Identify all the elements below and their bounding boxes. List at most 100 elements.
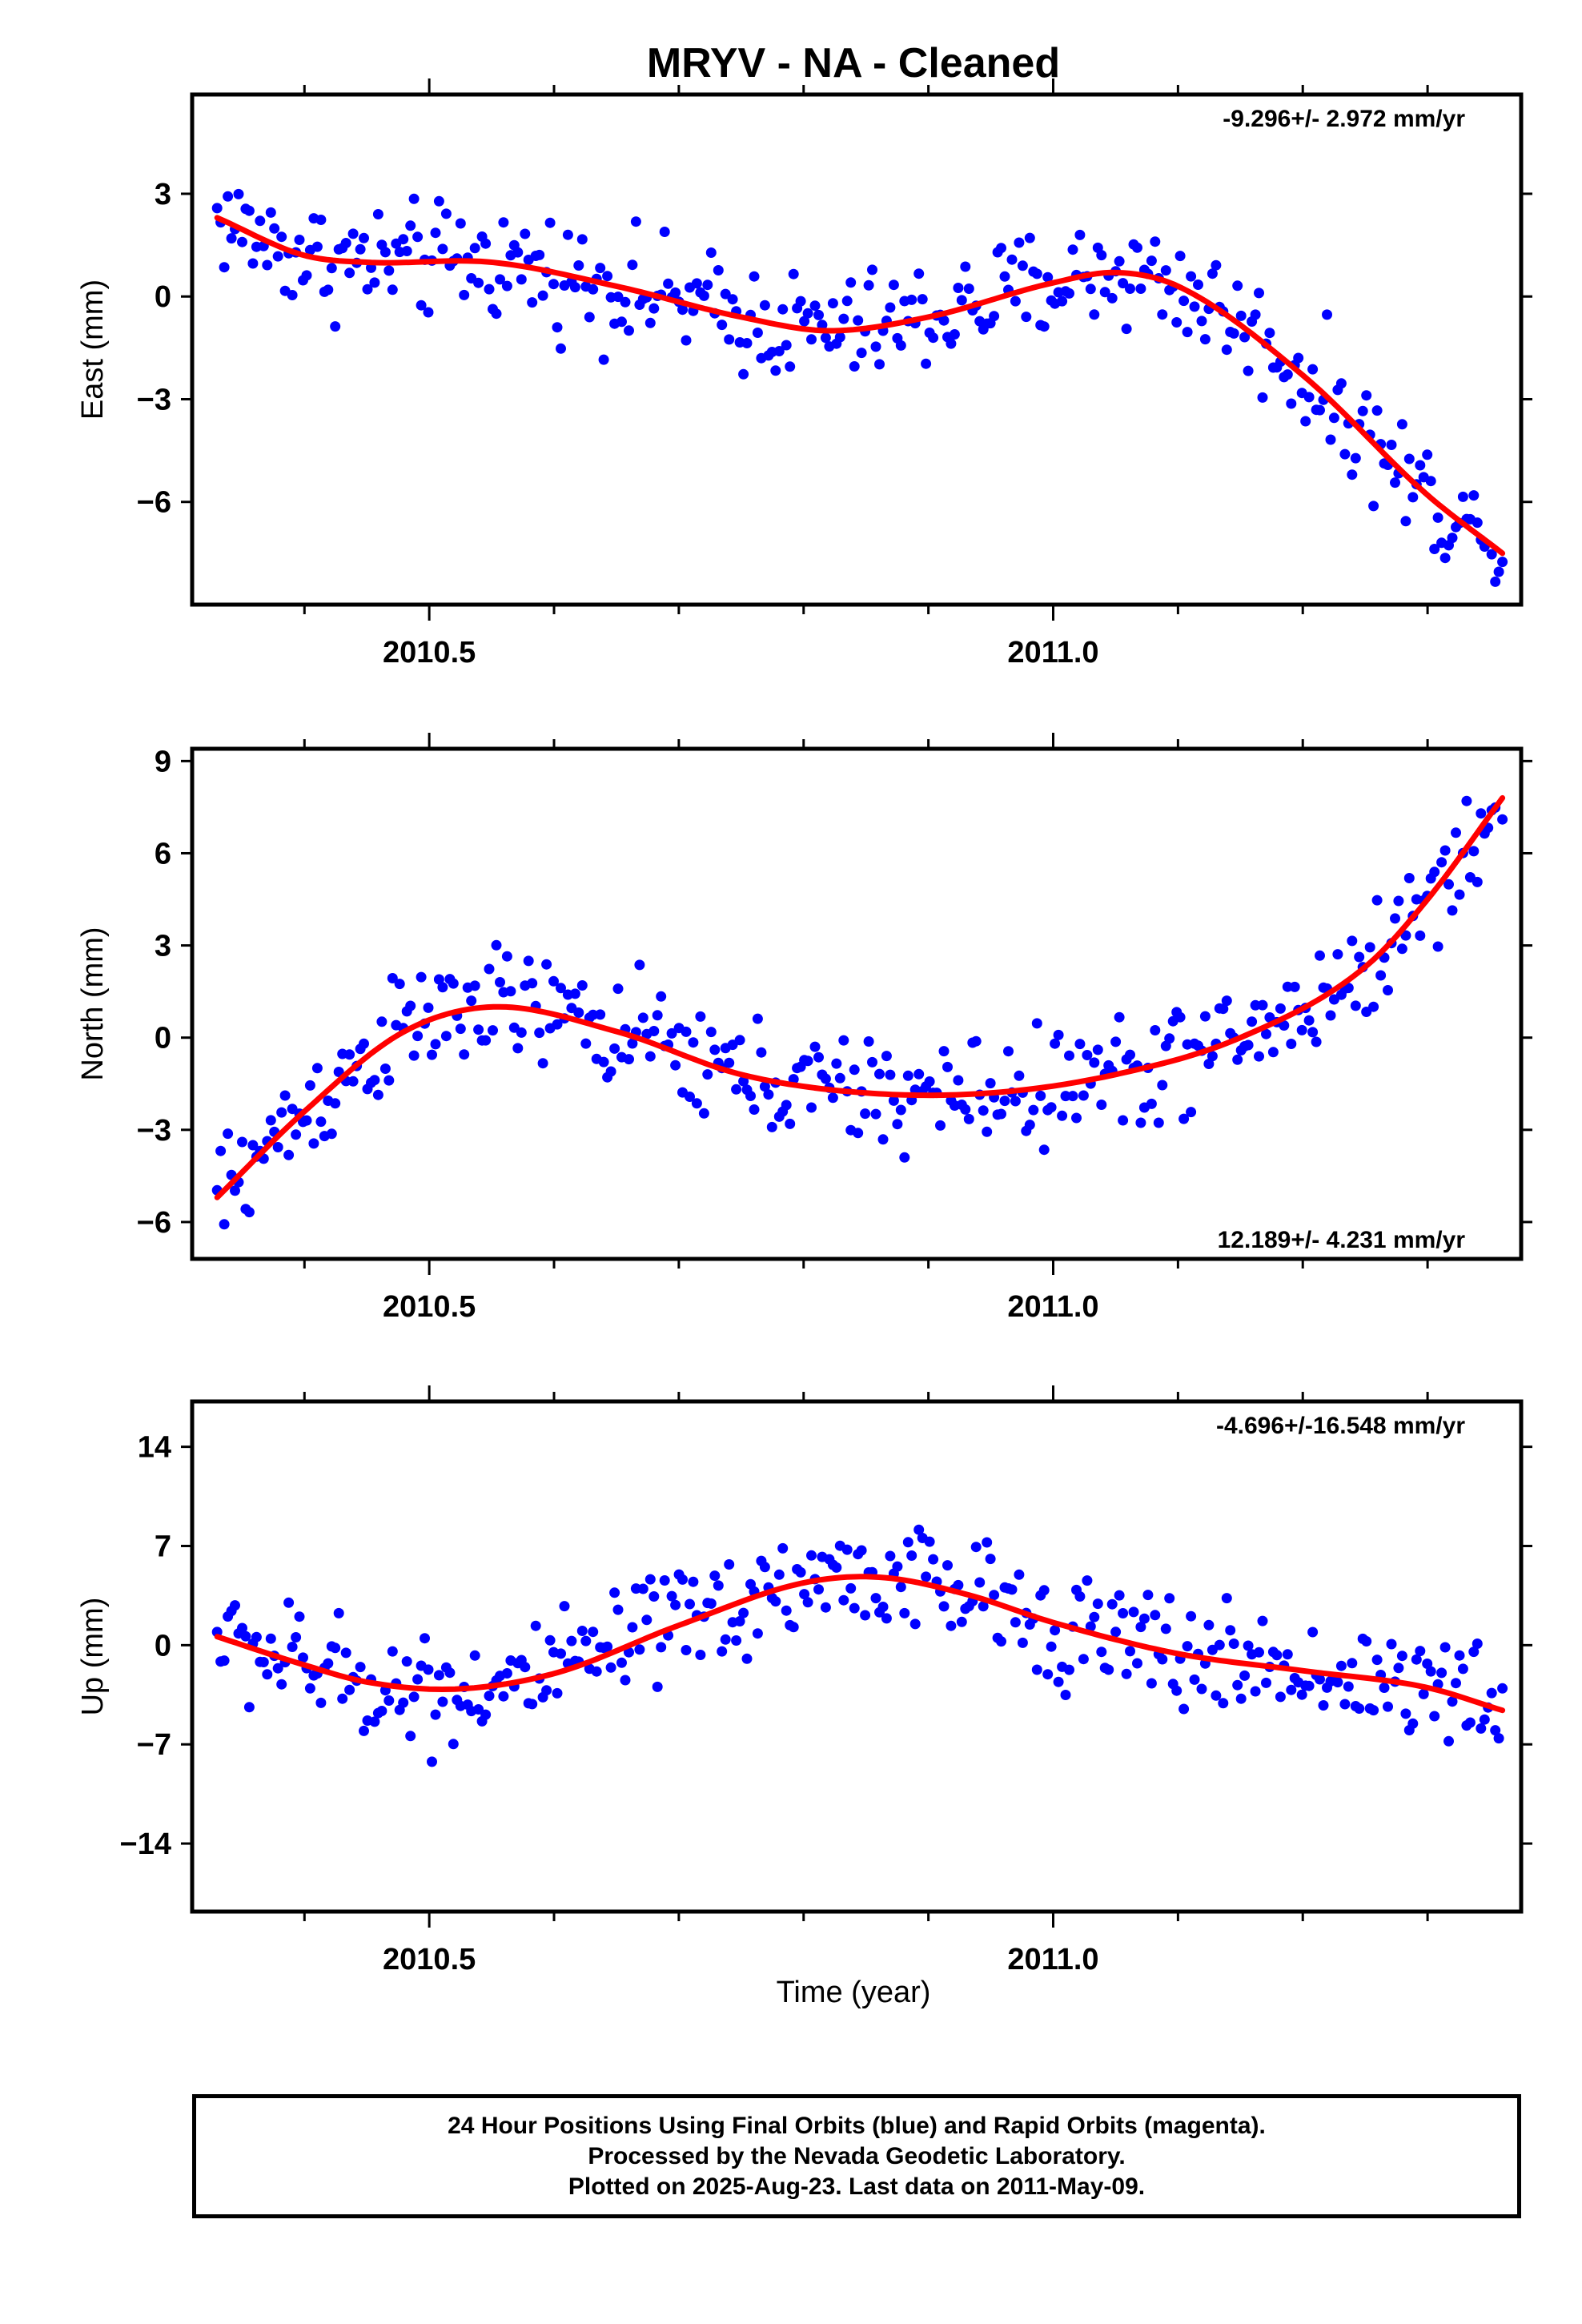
east-data-point [1010, 296, 1021, 307]
up-data-point [609, 1587, 620, 1598]
north-data-point [749, 1104, 760, 1115]
east-ytick-label: 0 [155, 280, 171, 314]
east-data-point [1106, 292, 1118, 304]
east-data-point [741, 338, 753, 348]
north-data-point [960, 1104, 971, 1115]
east-data-point [963, 283, 974, 294]
north-data-point [308, 1138, 319, 1149]
up-data-point [1400, 1708, 1411, 1719]
up-data-point [1250, 1686, 1261, 1697]
north-data-point [330, 1098, 341, 1109]
north-data-point [724, 1057, 735, 1068]
east-data-point [1486, 549, 1497, 560]
east-data-point [1211, 259, 1222, 271]
up-data-point [913, 1524, 925, 1535]
north-data-point [627, 1038, 638, 1049]
east-data-point [294, 235, 305, 245]
east-data-point [1067, 244, 1078, 255]
up-data-point [1468, 1647, 1480, 1658]
north-data-point [408, 1050, 420, 1061]
east-data-point [867, 264, 877, 275]
east-data-point [233, 188, 244, 199]
north-data-point [556, 983, 566, 994]
north-data-point [1203, 1059, 1215, 1069]
up-data-point [1393, 1663, 1404, 1674]
up-data-point [588, 1626, 599, 1638]
north-data-point [448, 978, 459, 989]
east-data-point [326, 263, 337, 274]
up-data-point [337, 1693, 348, 1704]
east-data-point [272, 251, 283, 262]
east-data-point [1472, 517, 1483, 529]
east-data-point [827, 298, 838, 309]
up-data-point [870, 1593, 881, 1604]
up-data-point [591, 1666, 602, 1677]
north-data-point [369, 1075, 380, 1086]
east-data-point [938, 315, 950, 326]
north-data-point [1254, 1051, 1264, 1062]
up-data-point [251, 1631, 262, 1642]
east-data-point [480, 238, 492, 249]
east-data-point [681, 335, 692, 346]
east-data-point [817, 320, 828, 331]
up-data-point [777, 1542, 789, 1554]
north-data-point [1135, 1117, 1146, 1128]
north-rate-label: 12.189+/- 4.231 mm/yr [1218, 1227, 1466, 1253]
north-data-point [634, 959, 645, 971]
up-data-point [1006, 1584, 1018, 1595]
north-data-point [1089, 1057, 1100, 1068]
north-data-point [423, 1002, 434, 1013]
up-data-point [473, 1704, 484, 1715]
east-data-point [362, 283, 373, 295]
east-y-axis-label: East (mm) [76, 279, 110, 420]
north-data-point [405, 1000, 416, 1011]
north-data-point [223, 1128, 234, 1140]
east-data-point [602, 271, 613, 282]
north-data-point [534, 1027, 545, 1039]
up-data-point [1203, 1619, 1215, 1630]
north-data-point [874, 1068, 885, 1080]
north-data-point [705, 1027, 717, 1038]
east-xtick-label: 2010.5 [383, 636, 476, 669]
up-data-point [841, 1544, 853, 1555]
up-data-point [985, 1554, 996, 1565]
east-data-point [1325, 434, 1336, 445]
east-data-point [1207, 268, 1218, 279]
north-data-point [1315, 950, 1325, 961]
up-data-point [634, 1644, 645, 1655]
east-data-point [408, 193, 420, 204]
north-ytick-label: −3 [137, 1114, 171, 1148]
north-fit-curve [214, 794, 1506, 1200]
up-data-point [276, 1679, 287, 1690]
up-data-point [1318, 1700, 1329, 1711]
up-data-point [895, 1582, 906, 1593]
up-data-point [1235, 1693, 1247, 1704]
footer-line-1: 24 Hour Positions Using Final Orbits (bl… [448, 2113, 1266, 2139]
north-data-point [459, 1049, 470, 1060]
up-data-point [1490, 1725, 1501, 1736]
east-data-point [677, 304, 688, 316]
north-data-point [849, 1064, 860, 1076]
up-data-point [520, 1662, 531, 1673]
east-data-point [1490, 576, 1501, 587]
north-data-point [809, 1041, 821, 1052]
east-data-point [223, 191, 234, 202]
east-data-point [211, 203, 223, 214]
up-data-point [1114, 1590, 1125, 1601]
north-data-point [1218, 1003, 1229, 1015]
east-data-point [372, 209, 383, 219]
north-data-point [598, 1056, 609, 1068]
up-data-point [881, 1613, 892, 1624]
up-data-point [1214, 1639, 1225, 1651]
north-data-point [1031, 1018, 1042, 1029]
up-data-point [1053, 1676, 1064, 1687]
up-data-point [1050, 1625, 1061, 1636]
up-data-point [845, 1582, 857, 1594]
up-data-point [1493, 1733, 1504, 1744]
north-data-point [881, 1051, 892, 1062]
east-data-point [276, 231, 287, 243]
up-data-point [430, 1709, 441, 1720]
north-data-point [1038, 1144, 1050, 1156]
north-data-point [430, 1039, 441, 1050]
up-data-point [541, 1685, 552, 1696]
